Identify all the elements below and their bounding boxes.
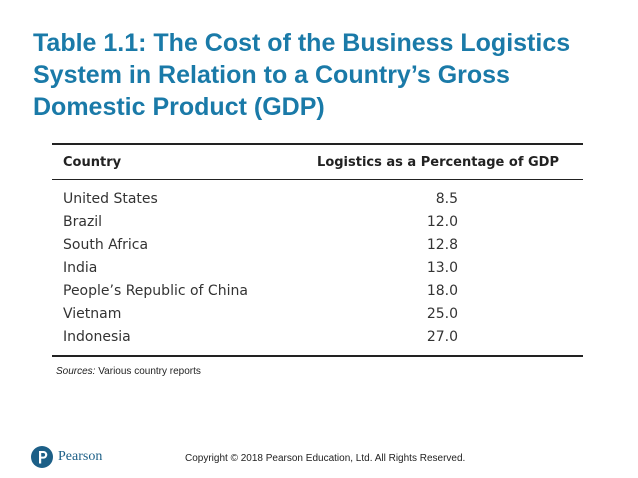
row-value: 13.0 bbox=[426, 259, 458, 276]
copyright-notice: Copyright © 2018 Pearson Education, Ltd.… bbox=[185, 453, 466, 464]
sources-label: Sources: bbox=[56, 366, 96, 377]
row-country: Vietnam bbox=[63, 305, 122, 322]
row-value: 27.0 bbox=[426, 328, 458, 345]
row-country: India bbox=[63, 259, 98, 276]
table-row: India 13.0 bbox=[52, 256, 583, 279]
row-country: Brazil bbox=[63, 213, 103, 230]
row-value: 12.0 bbox=[426, 213, 458, 230]
table-row: Brazil 12.0 bbox=[52, 210, 583, 233]
sources-note: Sources: Various country reports bbox=[56, 366, 201, 377]
table-row: United States 8.5 bbox=[52, 187, 583, 210]
row-country: South Africa bbox=[63, 236, 149, 253]
pearson-p-logo-icon bbox=[31, 446, 53, 468]
row-country: People’s Republic of China bbox=[63, 282, 248, 299]
row-value: 18.0 bbox=[426, 282, 458, 299]
header-country: Country bbox=[63, 154, 122, 170]
row-value: 8.5 bbox=[435, 190, 458, 207]
row-country: Indonesia bbox=[63, 328, 131, 345]
logistics-table: Country Logistics as a Percentage of GDP… bbox=[52, 143, 583, 357]
sources-text: Various country reports bbox=[98, 366, 201, 377]
table-row: People’s Republic of China 18.0 bbox=[52, 279, 583, 302]
table-body: United States 8.5 Brazil 12.0 South Afri… bbox=[52, 180, 583, 355]
row-value: 25.0 bbox=[426, 305, 458, 322]
pearson-logo: Pearson bbox=[31, 446, 102, 468]
row-country: United States bbox=[63, 190, 158, 207]
pearson-logo-text: Pearson bbox=[58, 449, 103, 464]
table-row: Indonesia 27.0 bbox=[52, 325, 583, 348]
header-logistics-percentage: Logistics as a Percentage of GDP bbox=[317, 154, 559, 170]
table-row: South Africa 12.8 bbox=[52, 233, 583, 256]
row-value: 12.8 bbox=[426, 236, 458, 253]
slide-title: Table 1.1: The Cost of the Business Logi… bbox=[33, 29, 571, 121]
table-row: Vietnam 25.0 bbox=[52, 302, 583, 325]
table-header: Country Logistics as a Percentage of GDP bbox=[52, 145, 583, 180]
